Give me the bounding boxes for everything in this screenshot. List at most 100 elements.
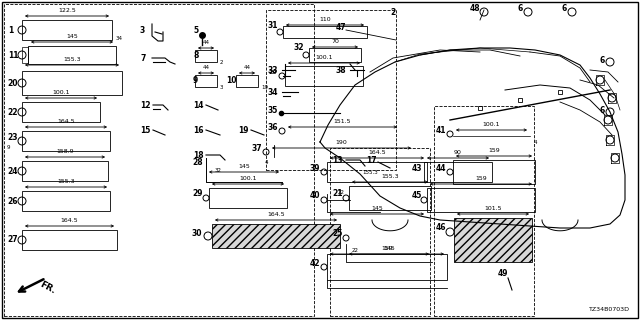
Text: 42: 42 bbox=[310, 259, 321, 268]
Text: 27: 27 bbox=[7, 236, 18, 244]
Bar bbox=[22, 20, 112, 40]
Text: 44: 44 bbox=[243, 65, 250, 70]
Bar bbox=[427, 188, 535, 212]
Text: 14: 14 bbox=[193, 100, 204, 109]
Text: 190: 190 bbox=[335, 140, 348, 145]
Bar bbox=[195, 75, 217, 87]
Text: 49: 49 bbox=[498, 269, 509, 278]
Text: 48: 48 bbox=[470, 4, 481, 12]
Bar bbox=[327, 162, 427, 182]
Text: 6: 6 bbox=[562, 4, 567, 12]
Text: 151.5: 151.5 bbox=[333, 119, 351, 124]
Text: 33: 33 bbox=[268, 66, 278, 75]
Text: 4: 4 bbox=[265, 159, 269, 164]
Bar bbox=[453, 160, 535, 184]
Text: 39: 39 bbox=[310, 164, 321, 172]
Bar bbox=[4, 4, 314, 316]
Text: 155.3: 155.3 bbox=[362, 170, 378, 174]
Text: 7: 7 bbox=[140, 53, 145, 62]
Text: 3: 3 bbox=[140, 26, 145, 35]
Text: 16: 16 bbox=[193, 125, 204, 134]
Text: 164.5: 164.5 bbox=[61, 218, 78, 223]
Text: 32: 32 bbox=[294, 43, 305, 52]
Text: 8: 8 bbox=[193, 51, 198, 60]
Text: 1: 1 bbox=[8, 26, 13, 35]
Text: 11: 11 bbox=[8, 51, 19, 60]
Bar bbox=[266, 10, 396, 170]
Text: 38: 38 bbox=[336, 66, 347, 75]
Text: 13: 13 bbox=[332, 156, 342, 164]
Bar bbox=[212, 224, 340, 248]
Text: 25: 25 bbox=[332, 229, 342, 238]
Text: 100.1: 100.1 bbox=[239, 176, 257, 181]
Text: 47: 47 bbox=[336, 22, 347, 31]
Text: 19: 19 bbox=[261, 84, 268, 90]
Text: 155.3: 155.3 bbox=[57, 179, 75, 184]
Bar bbox=[285, 66, 363, 86]
Text: 122.5: 122.5 bbox=[58, 8, 76, 13]
Bar bbox=[309, 48, 361, 62]
Text: 44: 44 bbox=[202, 65, 209, 70]
Text: 22: 22 bbox=[7, 108, 17, 116]
Bar bbox=[283, 26, 367, 38]
Text: 101.5: 101.5 bbox=[484, 206, 502, 211]
Bar bbox=[22, 102, 100, 122]
Text: 44: 44 bbox=[202, 40, 209, 45]
Bar bbox=[22, 230, 117, 250]
Bar bbox=[22, 71, 122, 95]
Text: 12: 12 bbox=[140, 100, 150, 109]
Text: 19: 19 bbox=[238, 125, 248, 134]
Text: 24: 24 bbox=[7, 166, 17, 175]
Text: 164.5: 164.5 bbox=[57, 119, 75, 124]
Text: 159: 159 bbox=[475, 176, 487, 181]
Bar bbox=[22, 47, 28, 63]
Text: 100.1: 100.1 bbox=[316, 55, 333, 60]
Bar bbox=[349, 186, 431, 210]
Text: 100.1: 100.1 bbox=[52, 90, 70, 95]
Text: 2: 2 bbox=[220, 60, 223, 65]
Bar bbox=[434, 106, 534, 316]
Text: FR.: FR. bbox=[38, 280, 57, 296]
Text: 2: 2 bbox=[390, 7, 396, 17]
Text: 158.9: 158.9 bbox=[56, 149, 74, 154]
Text: 46: 46 bbox=[436, 223, 447, 233]
Text: 34: 34 bbox=[116, 36, 123, 41]
Bar bbox=[236, 75, 258, 87]
Text: 15: 15 bbox=[140, 125, 150, 134]
Text: 29: 29 bbox=[268, 69, 276, 75]
Text: 6: 6 bbox=[600, 55, 605, 65]
Text: 9: 9 bbox=[193, 76, 198, 84]
Text: 145: 145 bbox=[371, 206, 383, 211]
Text: 22: 22 bbox=[352, 247, 359, 252]
Text: 110: 110 bbox=[319, 17, 331, 22]
Text: 155.3: 155.3 bbox=[63, 57, 81, 62]
Text: 6: 6 bbox=[600, 106, 605, 115]
Text: 145: 145 bbox=[383, 246, 395, 251]
Text: 28: 28 bbox=[192, 157, 203, 166]
Text: 40: 40 bbox=[310, 191, 321, 201]
Text: 164.5: 164.5 bbox=[267, 212, 285, 217]
Text: 18: 18 bbox=[193, 150, 204, 159]
Text: 90: 90 bbox=[454, 150, 462, 155]
Text: 10: 10 bbox=[226, 76, 237, 84]
Text: 41: 41 bbox=[436, 125, 447, 134]
Text: 22: 22 bbox=[338, 189, 345, 195]
Text: 159: 159 bbox=[381, 246, 393, 251]
Bar bbox=[330, 148, 430, 316]
Text: 30: 30 bbox=[192, 228, 202, 237]
Text: 23: 23 bbox=[7, 132, 17, 141]
Text: 4: 4 bbox=[534, 140, 538, 145]
Text: 45: 45 bbox=[412, 191, 422, 201]
Text: 6: 6 bbox=[518, 4, 524, 12]
Text: 44: 44 bbox=[436, 164, 447, 172]
Text: 5: 5 bbox=[193, 26, 198, 35]
Bar bbox=[195, 50, 217, 62]
Text: 9: 9 bbox=[7, 145, 10, 149]
Bar bbox=[209, 188, 287, 208]
Text: 37: 37 bbox=[252, 143, 262, 153]
Text: 159: 159 bbox=[488, 148, 500, 153]
Text: 36: 36 bbox=[268, 123, 278, 132]
Bar bbox=[454, 218, 532, 262]
Text: 29: 29 bbox=[192, 189, 202, 198]
Text: 155.3: 155.3 bbox=[381, 174, 399, 179]
